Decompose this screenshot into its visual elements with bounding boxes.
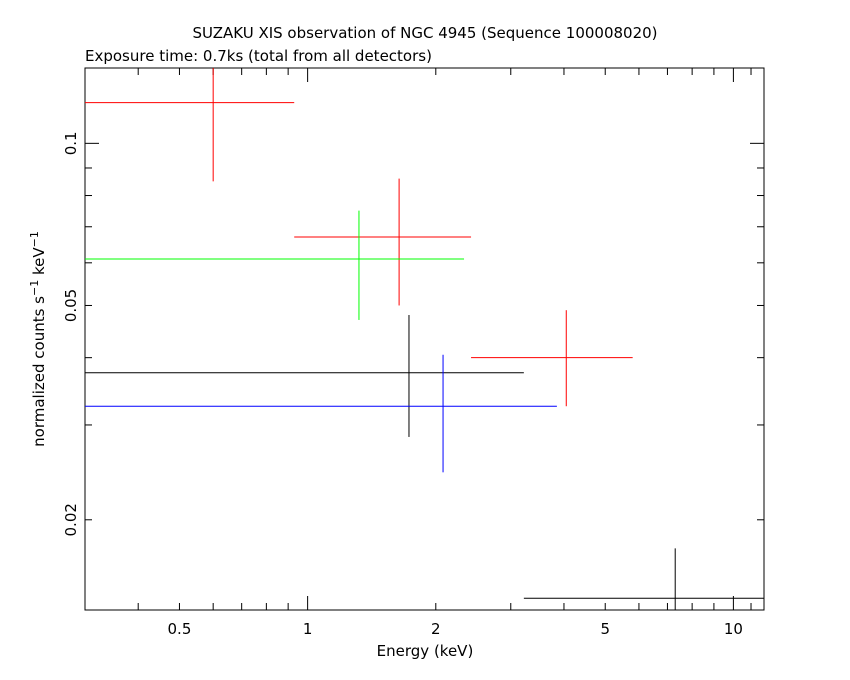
plot-frame: [84, 67, 765, 611]
data-point: [85, 315, 524, 437]
data-point: [85, 354, 557, 473]
y-tick-label: 0.05: [62, 289, 80, 322]
data-point: [523, 548, 764, 610]
x-tick-labels: 0.5 1 2 5 10: [168, 620, 743, 638]
x-tick-label: 2: [431, 620, 441, 638]
y-axis-label: normalized counts s−1 keV−1: [28, 231, 48, 447]
y-tick-labels: 0.1 0.05 0.02: [62, 131, 80, 536]
axis-ticks: [84, 68, 764, 610]
x-tick-label: 0.5: [168, 620, 192, 638]
data-points: [85, 68, 764, 610]
x-tick-label: 10: [724, 620, 743, 638]
x-tick-label: 1: [303, 620, 313, 638]
chart-subtitle: Exposure time: 0.7ks (total from all det…: [85, 47, 432, 65]
data-point: [85, 210, 465, 320]
data-point: [471, 310, 633, 407]
y-tick-label: 0.02: [62, 503, 80, 536]
x-axis-label: Energy (keV): [377, 642, 474, 660]
data-point: [294, 178, 472, 306]
x-tick-label: 5: [600, 620, 610, 638]
data-point: [85, 68, 295, 182]
y-tick-label: 0.1: [62, 131, 80, 155]
chart-title: SUZAKU XIS observation of NGC 4945 (Sequ…: [192, 24, 657, 42]
